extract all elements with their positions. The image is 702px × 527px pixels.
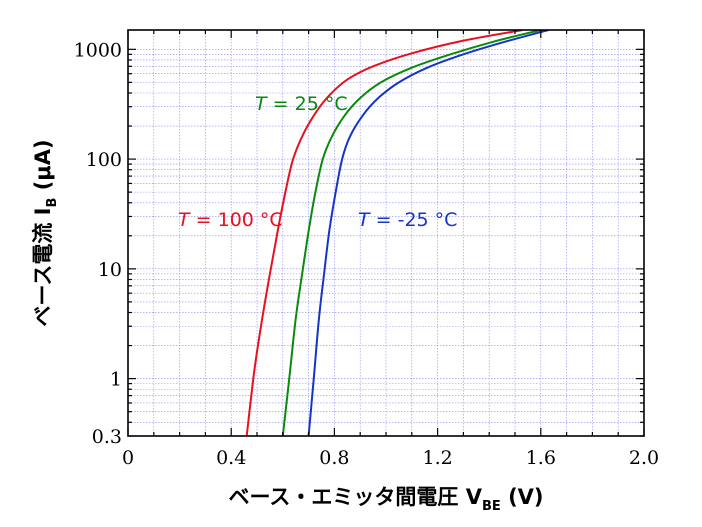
y-axis-title-subscript: B — [45, 198, 60, 208]
y-axis-title-unit: (μA) — [31, 139, 55, 197]
x-tick-label: 0 — [122, 447, 134, 469]
x-tick-label: 2.0 — [629, 447, 659, 469]
series-line — [281, 30, 542, 436]
series-label-100c: T = 100 °C — [178, 209, 283, 231]
series-label-prefix: T — [358, 209, 371, 231]
tick-labels: 0 0.4 0.8 1.2 1.6 2.0 0.3 1 10 100 1000 — [74, 39, 659, 469]
x-tick-label: 1.2 — [422, 447, 452, 469]
series-line — [307, 30, 549, 436]
y-tick-label: 1000 — [74, 39, 122, 61]
series-label-25c: T = 25 °C — [255, 93, 348, 115]
x-axis-title-unit: (V) — [501, 485, 544, 509]
y-tick-label: 100 — [86, 149, 122, 171]
y-axis-title-main: ベース電流 I — [31, 208, 55, 327]
x-axis-title-subscript: BE — [482, 499, 501, 514]
y-axis-title: ベース電流 IB (μA) — [31, 139, 60, 326]
series-group — [245, 30, 549, 436]
series-label-text: = -25 °C — [370, 209, 458, 231]
y-tick-label: 10 — [98, 259, 122, 281]
series-label-text: = 100 °C — [190, 209, 283, 231]
series-label-text: = 25 °C — [267, 93, 348, 115]
x-tick-label: 0.8 — [319, 447, 349, 469]
x-axis-title: ベース・エミッタ間電圧 VBE (V) — [228, 485, 543, 514]
series-label-minus25c: T = -25 °C — [358, 209, 457, 231]
y-tick-label: 1 — [110, 369, 122, 391]
x-axis-title-main: ベース・エミッタ間電圧 V — [228, 485, 482, 509]
x-tick-label: 1.6 — [526, 447, 556, 469]
series-line — [245, 30, 523, 436]
ticks — [127, 30, 645, 437]
y-tick-label: 0.3 — [92, 426, 122, 448]
series-label-prefix: T — [255, 93, 268, 115]
x-tick-label: 0.4 — [216, 447, 246, 469]
series-label-prefix: T — [178, 209, 191, 231]
grid — [128, 30, 644, 437]
